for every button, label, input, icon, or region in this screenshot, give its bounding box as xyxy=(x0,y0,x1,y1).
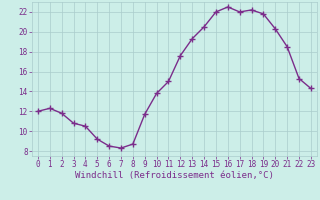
X-axis label: Windchill (Refroidissement éolien,°C): Windchill (Refroidissement éolien,°C) xyxy=(75,171,274,180)
